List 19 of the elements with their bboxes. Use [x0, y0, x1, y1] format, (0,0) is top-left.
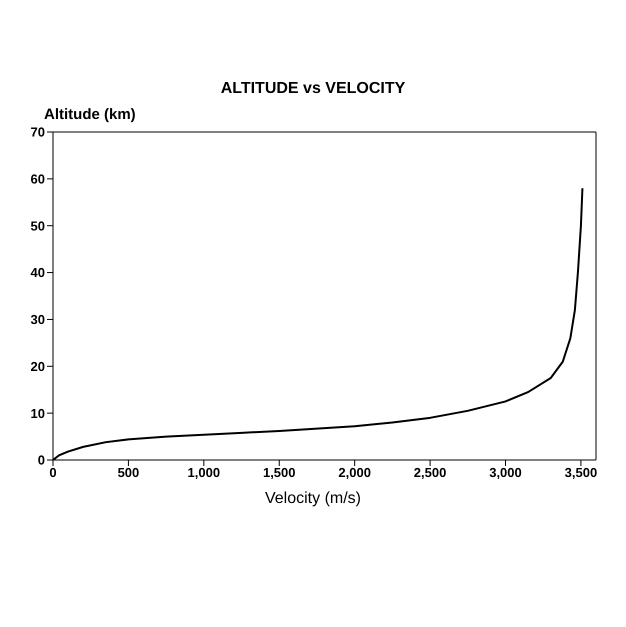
x-axis-title: Velocity (m/s)	[264, 490, 362, 508]
x-tick-label: 2,000	[338, 465, 371, 480]
y-tick-label: 70	[30, 124, 45, 140]
y-tick-label: 60	[30, 171, 45, 186]
x-tick-label: 500	[118, 465, 140, 480]
y-tick-label: 30	[30, 312, 45, 328]
y-tick-label: 10	[30, 406, 45, 421]
y-tick-label: 20	[30, 358, 45, 374]
chart-title: ALTITUDE vs VELOCITY	[220, 80, 406, 98]
x-tick-label: 1,500	[262, 465, 296, 480]
x-tick-label: 1,000	[188, 465, 220, 480]
y-tick-label: 40	[30, 265, 45, 280]
x-tick-label: 3,000	[489, 465, 522, 480]
y-tick-label: 0	[38, 452, 45, 468]
x-tick-label: 3,500	[564, 465, 598, 480]
y-tick-label: 50	[30, 218, 45, 234]
x-tick-label: 2,500	[414, 465, 446, 480]
y-axis-title: Altitude (km)	[44, 106, 136, 123]
x-tick-label: 0	[49, 465, 57, 480]
